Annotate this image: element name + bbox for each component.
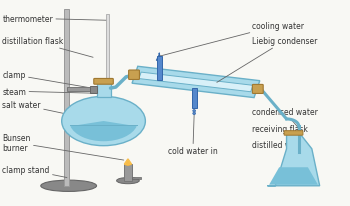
Circle shape [62, 97, 145, 146]
FancyBboxPatch shape [90, 87, 97, 93]
Text: salt water: salt water [2, 101, 95, 120]
FancyBboxPatch shape [157, 57, 162, 81]
FancyBboxPatch shape [97, 84, 111, 98]
Polygon shape [267, 135, 320, 186]
Text: clamp stand: clamp stand [2, 165, 67, 178]
Ellipse shape [193, 113, 196, 115]
Text: steam: steam [2, 87, 97, 96]
FancyBboxPatch shape [284, 131, 303, 136]
Text: Liebig condenser: Liebig condenser [217, 37, 317, 83]
Text: Bunsen
burner: Bunsen burner [2, 133, 124, 160]
Text: clamp: clamp [2, 71, 90, 88]
Ellipse shape [193, 110, 196, 112]
FancyBboxPatch shape [192, 89, 197, 108]
FancyBboxPatch shape [132, 177, 141, 179]
Bar [139, 73, 253, 92]
Text: distillation flask: distillation flask [2, 37, 93, 58]
Ellipse shape [41, 180, 97, 192]
Wedge shape [70, 121, 136, 142]
Bar [132, 67, 260, 98]
Text: distilled water: distilled water [252, 140, 307, 165]
FancyBboxPatch shape [67, 88, 93, 92]
Text: thermometer: thermometer [2, 15, 107, 23]
Text: condensed water: condensed water [252, 108, 317, 129]
Polygon shape [269, 167, 318, 185]
FancyBboxPatch shape [94, 79, 113, 85]
FancyBboxPatch shape [124, 164, 132, 181]
Text: receiving flask: receiving flask [252, 124, 308, 145]
Text: cold water in: cold water in [168, 114, 218, 156]
Polygon shape [125, 159, 131, 165]
Text: cooling water: cooling water [159, 22, 304, 57]
FancyBboxPatch shape [64, 10, 69, 186]
FancyBboxPatch shape [106, 15, 109, 80]
Ellipse shape [117, 178, 139, 184]
FancyBboxPatch shape [129, 71, 139, 80]
FancyBboxPatch shape [252, 85, 263, 94]
Polygon shape [125, 159, 131, 165]
